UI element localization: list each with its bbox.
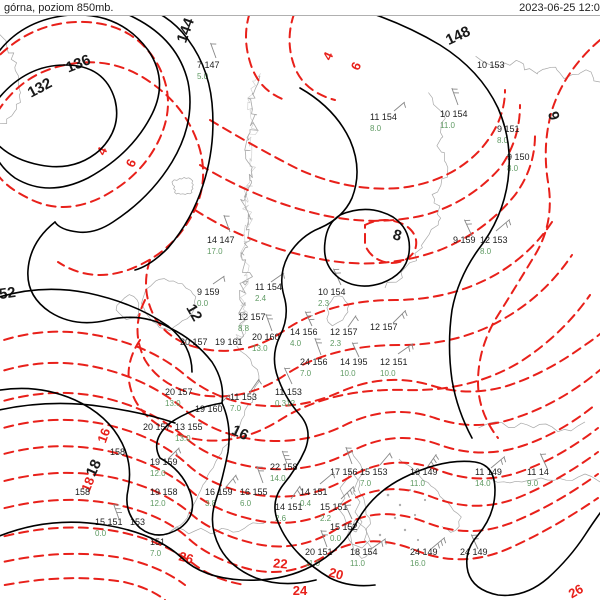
- svg-text:12 157: 12 157: [330, 327, 358, 337]
- svg-text:10 154: 10 154: [318, 287, 346, 297]
- svg-text:12.0: 12.0: [150, 469, 166, 478]
- svg-text:19 161: 19 161: [215, 337, 243, 347]
- svg-text:13 155: 13 155: [175, 422, 203, 432]
- svg-text:14 156: 14 156: [290, 327, 318, 337]
- svg-text:22: 22: [273, 555, 289, 571]
- svg-text:13.0: 13.0: [175, 434, 191, 443]
- svg-text:19 158: 19 158: [150, 487, 178, 497]
- svg-text:11 153: 11 153: [230, 392, 257, 402]
- svg-text:8.8: 8.8: [238, 324, 250, 333]
- svg-text:20 160: 20 160: [252, 332, 280, 342]
- svg-text:8.0: 8.0: [370, 124, 382, 133]
- svg-text:2.2: 2.2: [320, 514, 332, 523]
- svg-text:11.0: 11.0: [410, 479, 426, 488]
- svg-text:7.0: 7.0: [230, 404, 242, 413]
- svg-text:15 151: 15 151: [320, 502, 348, 512]
- svg-text:11 154: 11 154: [370, 112, 397, 122]
- svg-text:10 154: 10 154: [440, 109, 468, 119]
- svg-text:14 151: 14 151: [275, 502, 303, 512]
- svg-text:9 159: 9 159: [197, 287, 220, 297]
- svg-text:10 153: 10 153: [477, 60, 505, 70]
- svg-text:19 159: 19 159: [150, 457, 178, 467]
- svg-text:24: 24: [293, 583, 308, 598]
- svg-text:20 157: 20 157: [165, 387, 193, 397]
- svg-text:0.0: 0.0: [95, 529, 107, 538]
- svg-text:14 151: 14 151: [300, 487, 328, 497]
- svg-text:4.0: 4.0: [290, 339, 302, 348]
- svg-text:10.0: 10.0: [380, 369, 396, 378]
- svg-text:13.0: 13.0: [252, 344, 268, 353]
- svg-text:9.0: 9.0: [527, 479, 539, 488]
- svg-text:16.0: 16.0: [410, 559, 426, 568]
- svg-text:14.0: 14.0: [475, 479, 491, 488]
- svg-text:158: 158: [110, 447, 125, 457]
- svg-text:12 151: 12 151: [380, 357, 408, 367]
- svg-text:11 154: 11 154: [255, 282, 282, 292]
- svg-text:20 157: 20 157: [180, 337, 208, 347]
- svg-text:2.4: 2.4: [255, 294, 267, 303]
- svg-text:2.3: 2.3: [318, 299, 330, 308]
- svg-text:24 156: 24 156: [300, 357, 328, 367]
- svg-text:6.0: 6.0: [240, 499, 252, 508]
- svg-text:14 195: 14 195: [340, 357, 368, 367]
- svg-text:18 154: 18 154: [350, 547, 378, 557]
- svg-text:14.0: 14.0: [270, 474, 286, 483]
- svg-text:8.0: 8.0: [480, 247, 492, 256]
- svg-text:158: 158: [75, 487, 90, 497]
- svg-text:11 153: 11 153: [275, 387, 302, 397]
- svg-text:0.0: 0.0: [330, 534, 342, 543]
- svg-text:9 151: 9 151: [497, 124, 520, 134]
- svg-text:7.0: 7.0: [150, 549, 162, 558]
- svg-text:11.0: 11.0: [350, 559, 366, 568]
- svg-text:7.0: 7.0: [300, 369, 312, 378]
- svg-text:2.3: 2.3: [330, 339, 342, 348]
- svg-text:12 157: 12 157: [370, 322, 398, 332]
- svg-text:9 159: 9 159: [453, 235, 476, 245]
- svg-text:24 149: 24 149: [460, 547, 488, 557]
- svg-text:0.0: 0.0: [197, 299, 209, 308]
- svg-text:10.0: 10.0: [340, 369, 356, 378]
- svg-text:12 157: 12 157: [238, 312, 266, 322]
- svg-text:12 153: 12 153: [480, 235, 508, 245]
- svg-text:14 147: 14 147: [207, 235, 235, 245]
- svg-text:13.0: 13.0: [165, 399, 181, 408]
- svg-text:7.0: 7.0: [360, 479, 372, 488]
- svg-text:9 150: 9 150: [507, 152, 530, 162]
- svg-text:11 14: 11 14: [527, 467, 549, 477]
- svg-text:17.0: 17.0: [207, 247, 223, 256]
- svg-text:12.0: 12.0: [150, 499, 166, 508]
- svg-text:15 153: 15 153: [360, 467, 388, 477]
- svg-text:24 149: 24 149: [410, 547, 438, 557]
- svg-text:11.0: 11.0: [440, 121, 456, 130]
- svg-text:16 155: 16 155: [240, 487, 268, 497]
